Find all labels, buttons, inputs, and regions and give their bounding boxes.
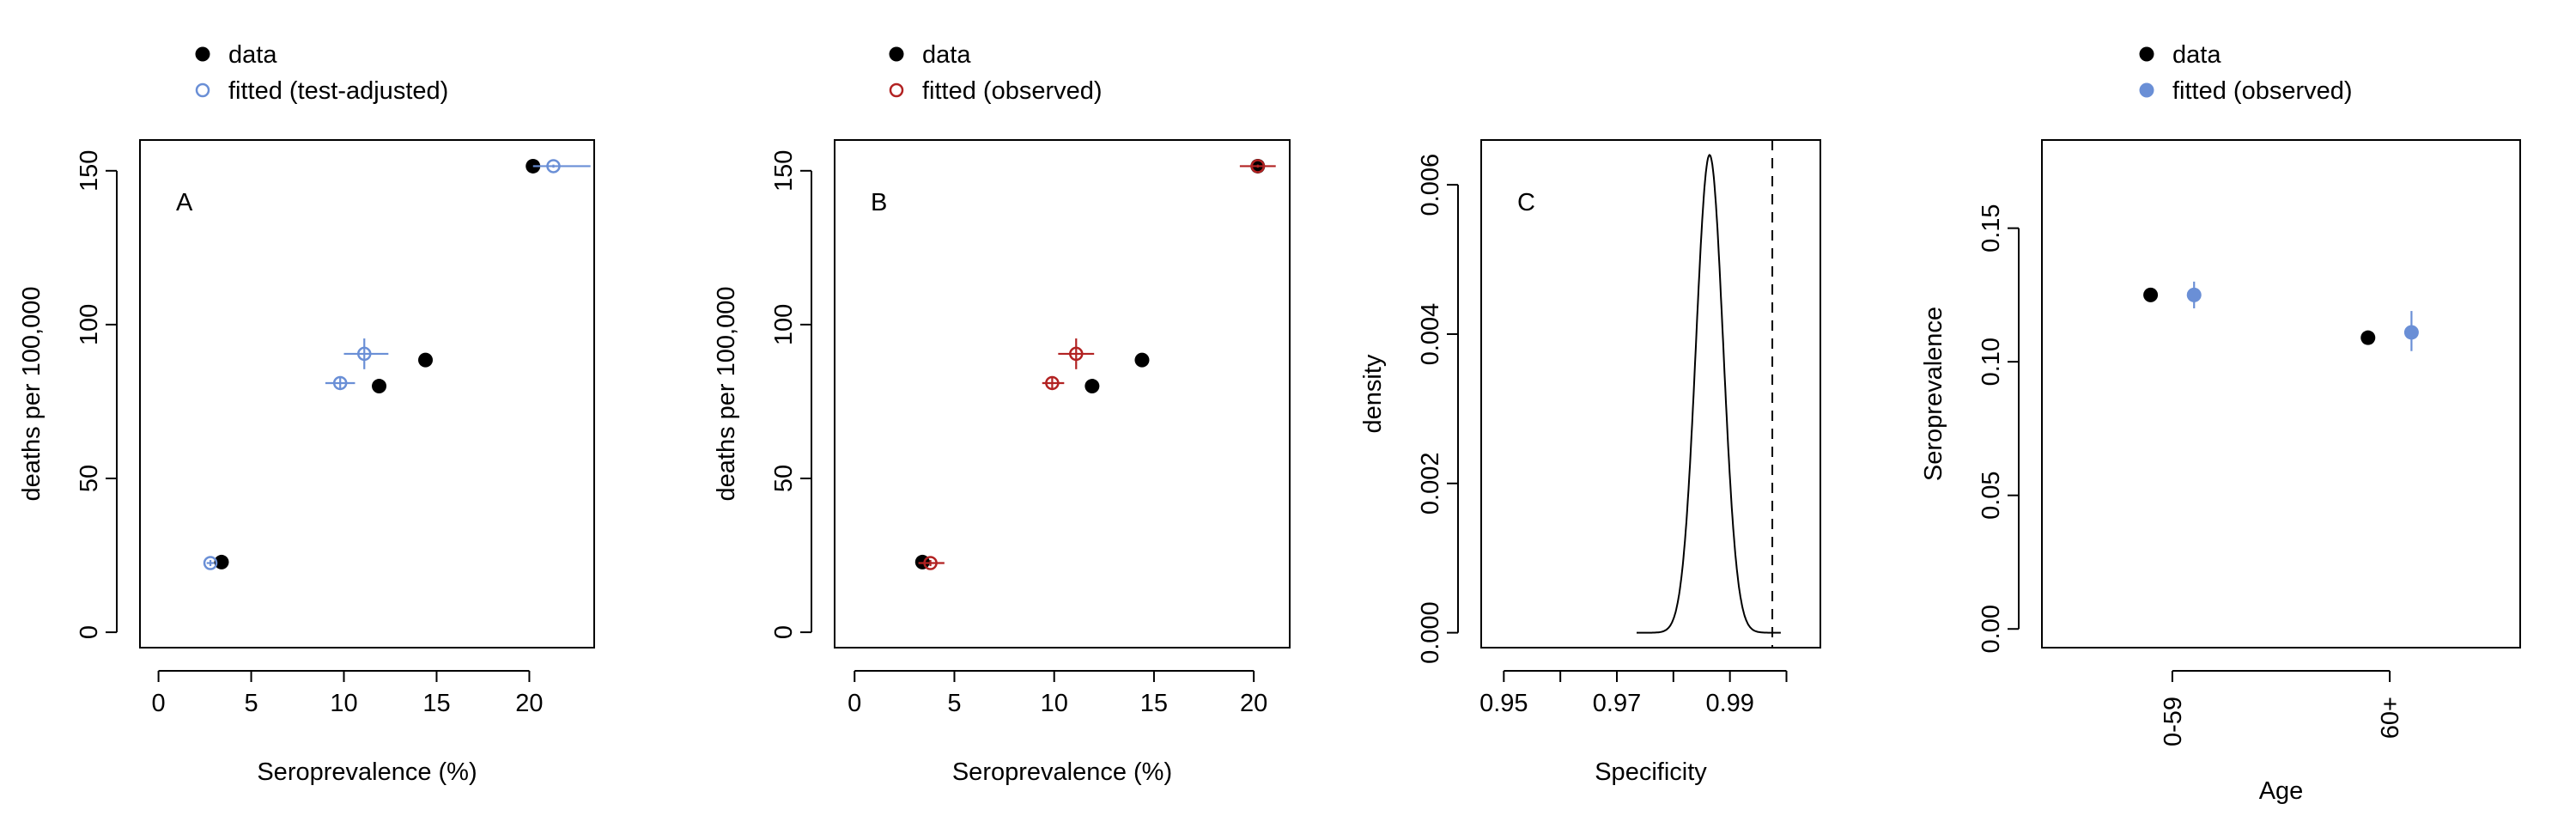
x-tick-label: 20 xyxy=(515,690,543,717)
data-point xyxy=(2186,287,2202,302)
fitted-point xyxy=(1069,346,1084,362)
y-tick-label: 0.05 xyxy=(1978,471,2005,519)
y-tick-label: 50 xyxy=(76,465,103,492)
legend-marker xyxy=(195,82,210,98)
x-tick-label: 10 xyxy=(330,690,357,717)
panel-c: 0.95 0.97 0.99 Specificity 0.000 0.002 0.004 0.… xyxy=(1359,139,1821,786)
legend-marker xyxy=(2139,46,2154,62)
y-axis-label: deaths per 100,000 xyxy=(713,287,740,502)
y-tick-label: 0.15 xyxy=(1978,204,2005,252)
x-tick-label: 0-59 xyxy=(2160,697,2187,746)
legend-marker xyxy=(889,82,904,98)
data-point xyxy=(2403,325,2419,340)
plot-frame xyxy=(1480,139,1821,649)
y-tick-label: 0.10 xyxy=(1978,338,2005,386)
x-tick-label: 5 xyxy=(244,690,258,717)
y-tick-label: 150 xyxy=(76,150,103,192)
legend-label: fitted (observed) xyxy=(922,77,1103,105)
data-point xyxy=(2143,287,2159,302)
y-tick-label: 0 xyxy=(76,625,103,639)
data-point xyxy=(1134,352,1150,368)
x-axis-label: Specificity xyxy=(1595,758,1707,786)
x-tick-label: 15 xyxy=(1140,690,1168,717)
x-axis-label: Age xyxy=(2259,777,2304,805)
y-axis-label: Seroprevalence xyxy=(1920,307,1947,481)
data-point xyxy=(214,554,229,569)
x-tick-label: 0.99 xyxy=(1705,690,1753,717)
y-axis-label: deaths per 100,000 xyxy=(18,287,46,502)
data-point xyxy=(2360,330,2376,345)
fitted-point xyxy=(1250,159,1266,174)
legend-label: fitted (test-adjusted) xyxy=(228,77,448,105)
x-tick-label: 15 xyxy=(422,690,450,717)
x-tick-label: 60+ xyxy=(2377,697,2404,739)
panel-d: 0-59 60+ Age 0.00 0.05 0.10 0.15 Seroprevalence… xyxy=(1920,41,2521,805)
y-tick-label: 150 xyxy=(770,150,798,192)
plot-frame xyxy=(834,139,1291,649)
panel-b: 0 5 10 15 20 Seroprevalence (%) 0 50 100 150 death… xyxy=(713,41,1291,786)
x-axis-label: Seroprevalence (%) xyxy=(257,758,477,786)
y-axis-label: density xyxy=(1359,354,1387,433)
y-tick-label: 0.004 xyxy=(1417,303,1444,366)
y-tick-label: 0.000 xyxy=(1417,601,1444,664)
fitted-point xyxy=(923,556,938,570)
x-tick-label: 0.95 xyxy=(1479,690,1528,717)
y-tick-label: 0 xyxy=(770,625,798,639)
plot-frame xyxy=(2041,139,2521,649)
x-axis-label: Seroprevalence (%) xyxy=(952,758,1172,786)
panel-a: 0 5 10 15 20 Seroprevalence (%) 0 50 100 150 death… xyxy=(18,41,595,786)
density-curve xyxy=(1637,154,1781,634)
fitted-point xyxy=(357,346,372,362)
data-point xyxy=(1084,379,1100,394)
x-tick-label: 5 xyxy=(947,690,961,717)
legend-marker xyxy=(195,46,210,62)
x-tick-label: 20 xyxy=(1240,690,1267,717)
data-point xyxy=(418,352,434,368)
panel-letter: B xyxy=(871,189,887,216)
legend-marker xyxy=(889,46,904,62)
x-tick-label: 10 xyxy=(1041,690,1068,717)
y-tick-label: 0.00 xyxy=(1978,605,2005,653)
y-tick-label: 0.006 xyxy=(1417,154,1444,216)
panel-letter: C xyxy=(1517,189,1535,216)
y-tick-label: 50 xyxy=(770,465,798,492)
fitted-point xyxy=(546,159,561,174)
legend-label: fitted (observed) xyxy=(2172,77,2353,105)
x-tick-label: 0 xyxy=(152,690,166,717)
y-tick-label: 100 xyxy=(770,304,798,345)
data-point xyxy=(372,379,387,394)
x-tick-label: 0.97 xyxy=(1593,690,1641,717)
x-tick-label: 0 xyxy=(848,690,861,717)
plot-frame xyxy=(139,139,595,649)
fitted-point xyxy=(1045,375,1060,391)
fitted-point xyxy=(332,375,348,391)
panel-letter: A xyxy=(176,189,193,216)
y-tick-label: 100 xyxy=(76,304,103,345)
legend-marker xyxy=(2139,82,2154,98)
fitted-point xyxy=(203,556,218,570)
legend-label: data xyxy=(228,41,277,69)
y-tick-label: 0.002 xyxy=(1417,453,1444,515)
legend-label: data xyxy=(2172,41,2221,69)
legend-label: data xyxy=(922,41,971,69)
